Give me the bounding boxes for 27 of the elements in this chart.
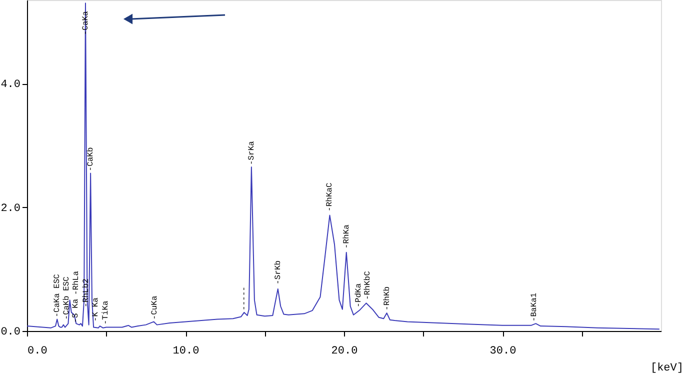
annotation: -SrKa — [247, 140, 256, 166]
x-axis-title: [keV] — [650, 362, 684, 374]
y-tick-label: 4.0 — [0, 79, 20, 92]
annotation: -K Ka — [92, 297, 101, 322]
annotation: -RhLa — [72, 270, 82, 295]
annotation: ----- — [240, 286, 250, 310]
annotation: -RhLb2 — [82, 278, 91, 308]
annotation: -RhKbC — [363, 270, 372, 300]
annotation: -RhKa — [342, 224, 352, 249]
annotation: -CaKb ESC — [62, 276, 72, 320]
annotation: -CaKa ESC — [53, 274, 62, 318]
annotation: -RhKaC — [326, 182, 335, 212]
annotation: -PdKa — [354, 283, 364, 308]
x-tick-label: 10.0 — [172, 346, 200, 358]
annotation: -TiKa — [101, 300, 110, 325]
annotation: -CaKb — [86, 147, 96, 172]
annotation: -SrKb — [274, 260, 283, 284]
y-tick-label: 0.0 — [0, 326, 20, 338]
y-tick-label: 2.0 — [0, 202, 20, 215]
x-tick-label: 30.0 — [490, 346, 516, 358]
annotation: -S Ka — [71, 298, 80, 323]
x-tick-label: 20.0 — [331, 346, 358, 358]
x-tick-label: 0.0 — [28, 346, 48, 358]
annotation: -CuKa — [150, 296, 160, 320]
annotation: -BaKa1 — [530, 292, 540, 322]
annotation: -RhKb — [382, 286, 392, 310]
annotation: -CaKa — [81, 10, 90, 36]
